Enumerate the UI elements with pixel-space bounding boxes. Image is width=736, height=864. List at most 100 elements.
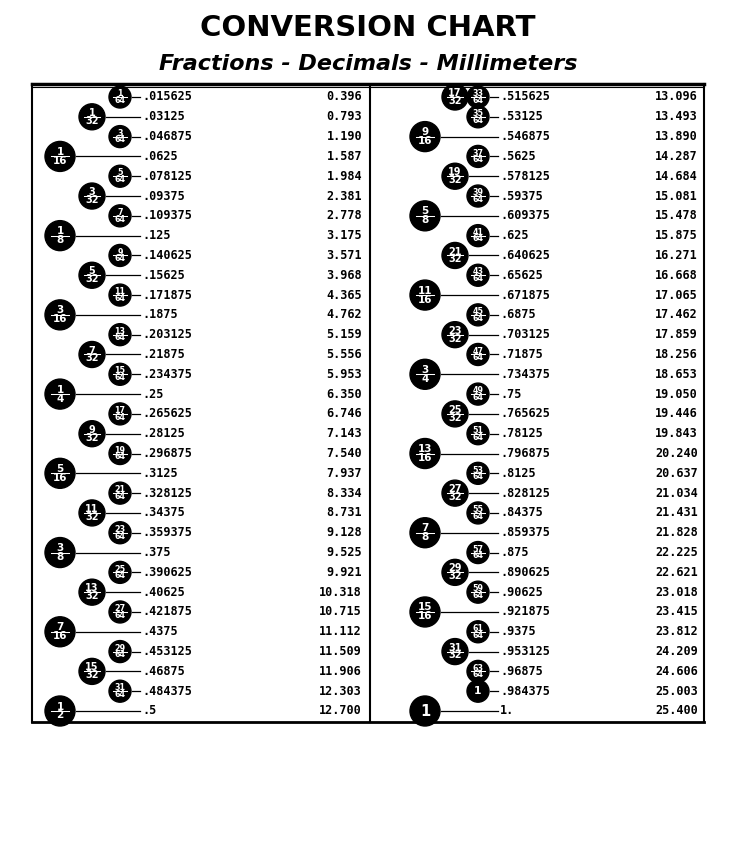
Text: 9: 9 <box>117 248 123 257</box>
Text: 7: 7 <box>421 524 428 533</box>
Text: .03125: .03125 <box>142 111 185 124</box>
Text: 64: 64 <box>473 472 484 481</box>
Text: .515625: .515625 <box>500 91 550 104</box>
Text: 5: 5 <box>57 464 63 473</box>
Text: 64: 64 <box>473 551 484 561</box>
Text: 5.953: 5.953 <box>326 368 362 381</box>
Text: 7: 7 <box>57 622 64 632</box>
Text: 1.587: 1.587 <box>326 150 362 163</box>
Text: 17: 17 <box>115 406 126 415</box>
Text: 17: 17 <box>448 88 461 98</box>
Text: 13.493: 13.493 <box>655 111 698 124</box>
Text: .890625: .890625 <box>500 566 550 579</box>
Text: 64: 64 <box>473 96 484 105</box>
Text: 23.812: 23.812 <box>655 626 698 638</box>
Text: 32: 32 <box>85 274 99 284</box>
Text: 64: 64 <box>115 294 126 303</box>
Text: 21: 21 <box>448 246 461 257</box>
Text: 7.540: 7.540 <box>326 447 362 460</box>
Circle shape <box>79 421 105 447</box>
Text: .5625: .5625 <box>500 150 536 163</box>
Text: 32: 32 <box>448 175 461 185</box>
Text: 55: 55 <box>473 505 484 514</box>
Text: .15625: .15625 <box>142 269 185 282</box>
Text: 61: 61 <box>473 624 484 633</box>
Text: .109375: .109375 <box>142 209 192 222</box>
Circle shape <box>45 379 75 409</box>
Text: .9375: .9375 <box>500 626 536 638</box>
Circle shape <box>467 422 489 445</box>
Text: 23.415: 23.415 <box>655 606 698 619</box>
Text: .78125: .78125 <box>500 427 542 441</box>
Text: 1: 1 <box>57 147 63 157</box>
Text: 4.365: 4.365 <box>326 289 362 302</box>
Text: 3: 3 <box>117 129 123 138</box>
Text: .875: .875 <box>500 546 528 559</box>
Circle shape <box>109 442 131 465</box>
Text: 33: 33 <box>473 89 484 98</box>
Text: .078125: .078125 <box>142 169 192 182</box>
Text: 37: 37 <box>473 149 484 157</box>
Text: 16: 16 <box>53 632 67 641</box>
Text: 17.859: 17.859 <box>655 328 698 341</box>
Text: 24.209: 24.209 <box>655 645 698 658</box>
Text: 64: 64 <box>473 353 484 362</box>
Text: 29: 29 <box>448 563 461 574</box>
Text: 47: 47 <box>473 346 484 356</box>
Circle shape <box>79 104 105 130</box>
Text: 15.875: 15.875 <box>655 229 698 242</box>
Text: 13.096: 13.096 <box>655 91 698 104</box>
Text: 1: 1 <box>117 89 123 98</box>
Text: 5: 5 <box>117 168 123 177</box>
Text: 22.225: 22.225 <box>655 546 698 559</box>
Circle shape <box>109 482 131 504</box>
Text: 13.890: 13.890 <box>655 130 698 143</box>
Circle shape <box>467 581 489 603</box>
Circle shape <box>467 304 489 326</box>
Circle shape <box>109 86 131 108</box>
Circle shape <box>45 300 75 330</box>
Text: 16: 16 <box>53 314 67 324</box>
Circle shape <box>442 401 468 427</box>
Text: 32: 32 <box>85 591 99 601</box>
Text: CONVERSION CHART: CONVERSION CHART <box>200 14 536 42</box>
Text: 32: 32 <box>85 353 99 364</box>
Text: .59375: .59375 <box>500 189 542 202</box>
Circle shape <box>109 324 131 346</box>
Text: 11.906: 11.906 <box>319 665 362 678</box>
Text: 45: 45 <box>473 307 484 316</box>
Text: 15: 15 <box>85 663 99 672</box>
Text: 13: 13 <box>85 583 99 594</box>
Text: .3125: .3125 <box>142 467 177 480</box>
Text: 16.271: 16.271 <box>655 249 698 262</box>
Text: 1.190: 1.190 <box>326 130 362 143</box>
Text: 7: 7 <box>88 346 96 356</box>
Text: 16: 16 <box>53 156 67 166</box>
Text: 11: 11 <box>85 504 99 514</box>
Circle shape <box>109 125 131 148</box>
Text: 11: 11 <box>418 286 432 295</box>
Text: 16.668: 16.668 <box>655 269 698 282</box>
Text: 15: 15 <box>418 602 432 613</box>
Text: 64: 64 <box>473 195 484 204</box>
Text: .140625: .140625 <box>142 249 192 262</box>
Circle shape <box>467 185 489 207</box>
Text: 1: 1 <box>474 686 482 696</box>
Text: .609375: .609375 <box>500 209 550 222</box>
Text: 16: 16 <box>418 137 432 146</box>
Text: .5: .5 <box>142 704 156 717</box>
Circle shape <box>442 243 468 269</box>
Text: .25: .25 <box>142 388 163 401</box>
Text: .359375: .359375 <box>142 526 192 539</box>
Text: 18.653: 18.653 <box>655 368 698 381</box>
Circle shape <box>410 359 440 390</box>
Text: .375: .375 <box>142 546 171 559</box>
Circle shape <box>45 142 75 171</box>
Text: 64: 64 <box>473 314 484 322</box>
Text: 2.381: 2.381 <box>326 189 362 202</box>
Circle shape <box>410 200 440 231</box>
Text: 7: 7 <box>117 208 123 217</box>
Text: 9.921: 9.921 <box>326 566 362 579</box>
Text: 3.571: 3.571 <box>326 249 362 262</box>
Text: .625: .625 <box>500 229 528 242</box>
